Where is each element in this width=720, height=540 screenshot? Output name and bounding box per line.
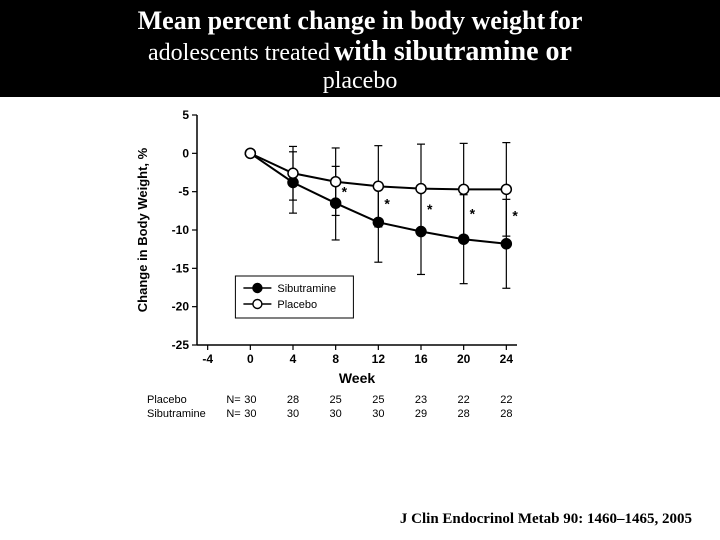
svg-text:*: * bbox=[384, 195, 390, 211]
svg-text:4: 4 bbox=[290, 352, 297, 366]
svg-text:30: 30 bbox=[244, 394, 256, 406]
title-l2a: adolescents treated bbox=[148, 40, 330, 66]
svg-text:N=: N= bbox=[226, 408, 240, 420]
svg-text:0: 0 bbox=[182, 146, 189, 160]
citation: J Clin Endocrinol Metab 90: 1460–1465, 2… bbox=[400, 511, 692, 528]
svg-text:20: 20 bbox=[457, 352, 471, 366]
svg-text:Change in Body Weight, %: Change in Body Weight, % bbox=[135, 147, 150, 312]
svg-text:22: 22 bbox=[458, 394, 470, 406]
svg-text:*: * bbox=[470, 205, 476, 221]
svg-text:30: 30 bbox=[287, 408, 299, 420]
svg-text:N=: N= bbox=[226, 394, 240, 406]
svg-text:24: 24 bbox=[500, 352, 514, 366]
svg-text:-15: -15 bbox=[172, 261, 190, 275]
title-l1b: for bbox=[549, 6, 582, 35]
svg-text:*: * bbox=[512, 208, 518, 224]
svg-text:23: 23 bbox=[415, 394, 427, 406]
svg-text:30: 30 bbox=[372, 408, 384, 420]
title-l3: placebo bbox=[0, 68, 720, 95]
svg-text:-4: -4 bbox=[202, 352, 213, 366]
svg-text:28: 28 bbox=[458, 408, 470, 420]
svg-text:16: 16 bbox=[414, 352, 428, 366]
title-l2b: with sibutramine or bbox=[334, 36, 572, 67]
title-l1a: Mean percent change in body weight bbox=[138, 6, 546, 35]
svg-text:28: 28 bbox=[287, 394, 299, 406]
svg-text:Sibutramine: Sibutramine bbox=[147, 408, 206, 420]
svg-text:-10: -10 bbox=[172, 223, 190, 237]
svg-text:Sibutramine: Sibutramine bbox=[277, 283, 336, 295]
svg-text:Placebo: Placebo bbox=[147, 394, 187, 406]
svg-text:30: 30 bbox=[244, 408, 256, 420]
svg-text:25: 25 bbox=[372, 394, 384, 406]
svg-text:Placebo: Placebo bbox=[277, 299, 317, 311]
svg-text:22: 22 bbox=[500, 394, 512, 406]
svg-text:5: 5 bbox=[182, 108, 189, 122]
chart-container: 5 0 -5 -10 -15 -20 -25 -4 0 4 8 12 16 20 24 Week Change … bbox=[0, 101, 720, 471]
title-block: Mean percent change in body weight for a… bbox=[0, 0, 720, 97]
svg-text:*: * bbox=[427, 201, 433, 217]
svg-text:-20: -20 bbox=[172, 300, 190, 314]
svg-text:8: 8 bbox=[332, 352, 339, 366]
svg-text:28: 28 bbox=[500, 408, 512, 420]
svg-text:25: 25 bbox=[330, 394, 342, 406]
svg-text:12: 12 bbox=[372, 352, 386, 366]
svg-text:0: 0 bbox=[247, 352, 254, 366]
svg-text:-5: -5 bbox=[178, 185, 189, 199]
svg-text:*: * bbox=[342, 183, 348, 199]
svg-text:29: 29 bbox=[415, 408, 427, 420]
svg-text:Week: Week bbox=[339, 370, 376, 386]
svg-text:30: 30 bbox=[330, 408, 342, 420]
line-chart: 5 0 -5 -10 -15 -20 -25 -4 0 4 8 12 16 20 24 Week Change … bbox=[125, 101, 595, 471]
svg-text:-25: -25 bbox=[172, 338, 190, 352]
